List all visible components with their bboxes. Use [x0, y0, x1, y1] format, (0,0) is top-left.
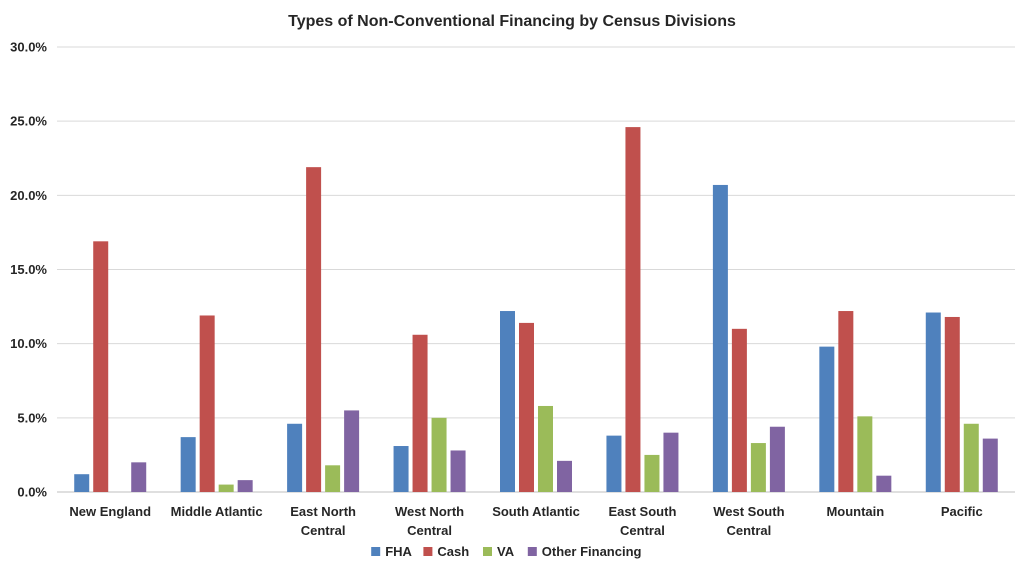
legend-swatch	[423, 547, 433, 556]
legend: FHA Cash VA Other Financing	[371, 544, 642, 559]
bar-va	[538, 405, 553, 492]
bar-cash	[519, 322, 534, 492]
bar-fha	[393, 446, 409, 492]
bar-fha	[606, 435, 622, 492]
y-tick-label: 15.0%	[10, 262, 47, 277]
bar-other-financing	[769, 426, 785, 492]
bar-fha	[74, 474, 90, 492]
bar-fha	[180, 437, 196, 492]
bar-cash	[625, 127, 641, 492]
bar-cash	[944, 316, 960, 492]
legend-label: Cash	[437, 544, 469, 559]
bar-fha	[287, 423, 303, 492]
x-tick-label: Middle Atlantic	[171, 504, 263, 519]
legend-label: Other Financing	[542, 544, 642, 559]
bar-other-financing	[663, 432, 679, 492]
x-tick-label: Pacific	[941, 504, 983, 519]
legend-label: VA	[497, 544, 515, 559]
x-tick-label: East South Central	[608, 504, 676, 538]
bar-va	[431, 417, 447, 492]
x-tick-label: South Atlantic	[492, 504, 580, 519]
y-tick-label: 10.0%	[10, 336, 47, 351]
chart-title: Types of Non-Conventional Financing by C…	[288, 13, 736, 30]
bar-cash	[412, 334, 428, 492]
y-tick-label: 0.0%	[17, 485, 47, 500]
bar-other-financing	[982, 438, 998, 492]
y-tick-label: 25.0%	[10, 114, 47, 129]
x-tick-label: West South Central	[713, 504, 784, 538]
legend-label: FHA	[385, 544, 412, 559]
bar-other-financing	[450, 450, 466, 492]
bar-fha	[500, 311, 515, 492]
bar-fha	[819, 346, 835, 492]
y-axis-tick-labels: 0.0% 5.0% 10.0% 15.0% 20.0% 25.0% 30.0%	[10, 40, 47, 500]
bar-cash	[838, 311, 854, 492]
y-tick-label: 5.0%	[17, 410, 47, 425]
legend-swatch	[527, 547, 537, 556]
x-tick-label: East North Central	[290, 504, 356, 538]
x-tick-label: New England	[69, 504, 151, 519]
legend-swatch	[483, 547, 492, 556]
gridlines	[57, 46, 1015, 493]
x-tick-label: West North Central	[395, 504, 464, 538]
bar-va	[750, 443, 766, 492]
x-tick-label: Mountain	[826, 504, 884, 519]
bar-fha	[712, 184, 728, 492]
bar-other-financing	[876, 475, 892, 492]
bar-cash	[93, 241, 109, 492]
bar-va	[963, 423, 979, 492]
bar-other-financing	[131, 462, 147, 492]
bars	[74, 127, 998, 492]
bar-cash	[199, 315, 215, 492]
bar-va	[325, 465, 341, 492]
y-tick-label: 30.0%	[10, 40, 47, 55]
bar-cash	[731, 328, 747, 492]
bar-va	[644, 454, 660, 492]
bar-other-financing	[237, 480, 253, 492]
y-tick-label: 20.0%	[10, 188, 47, 203]
bar-other-financing	[344, 410, 360, 492]
bar-va	[857, 416, 873, 492]
bar-cash	[306, 167, 322, 492]
x-axis-tick-labels: New England Middle Atlantic East North Cent…	[69, 504, 982, 538]
bar-other-financing	[557, 460, 572, 492]
bar-fha	[925, 312, 941, 492]
legend-swatch	[371, 547, 381, 556]
bar-va	[218, 484, 234, 492]
